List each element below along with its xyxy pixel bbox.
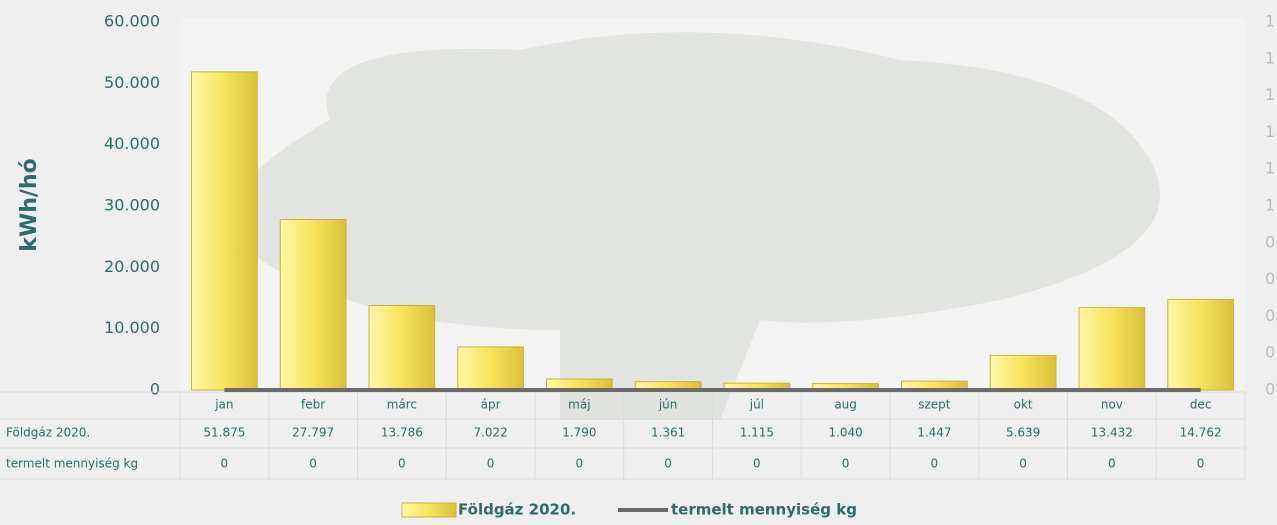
table-cell: 0 [842, 457, 850, 471]
bar [279, 219, 347, 391]
x-tick-label: máj [568, 398, 590, 412]
table-cell: 14.762 [1180, 426, 1222, 440]
table-cell: 0 [309, 457, 317, 471]
background-tree [231, 32, 1160, 420]
y2-tick-label: 0 [1265, 269, 1275, 288]
y-tick-label: 20.000 [104, 257, 160, 276]
y2-tick-label: 1 [1265, 48, 1275, 67]
table-cell: 13.432 [1091, 426, 1133, 440]
y2-tick-label: 0 [1265, 343, 1275, 362]
y-tick-label: 30.000 [104, 196, 160, 215]
table-cell: 1.790 [562, 426, 596, 440]
table-cell: 1.361 [651, 426, 685, 440]
y-tick-label: 60.000 [104, 12, 160, 31]
y2-tick-label: 1 [1265, 85, 1275, 104]
table-cell: 5.639 [1006, 426, 1040, 440]
bar [368, 304, 436, 391]
y-tick-label: 0 [150, 380, 160, 399]
x-tick-label: márc [387, 398, 417, 412]
y-axis-title: kWh/hó [17, 158, 42, 251]
y2-tick-label: 1 [1265, 12, 1275, 31]
table-cell: 0 [1108, 457, 1116, 471]
y-tick-label: 40.000 [104, 134, 160, 153]
table-cell: 0 [398, 457, 406, 471]
table-cell: 0 [1197, 457, 1205, 471]
y2-tick-label: 0 [1265, 232, 1275, 251]
x-tick-label: febr [301, 398, 325, 412]
table-cell: 0 [576, 457, 584, 471]
table-cell: 0 [931, 457, 939, 471]
table-row-header: Földgáz 2020. [6, 426, 90, 440]
table-cell: 0 [487, 457, 495, 471]
table-cell: 0 [1019, 457, 1027, 471]
table-cell: 1.040 [828, 426, 862, 440]
table-cell: 51.875 [203, 426, 245, 440]
x-tick-label: dec [1190, 398, 1212, 412]
bar [1078, 307, 1146, 391]
table-cell: 27.797 [292, 426, 334, 440]
legend-label: Földgáz 2020. [458, 501, 576, 519]
x-tick-label: ápr [481, 398, 501, 412]
legend: Földgáz 2020. termelt mennyiség kg [401, 501, 857, 519]
y2-tick-label: 0 [1265, 306, 1275, 325]
table-cell: 13.786 [381, 426, 423, 440]
x-tick-label: aug [834, 398, 857, 412]
bar [1167, 298, 1234, 391]
table-row-header: termelt mennyiség kg [6, 457, 138, 471]
y2-tick-label: 1 [1265, 196, 1275, 215]
table-cell: 0 [753, 457, 761, 471]
legend-label: termelt mennyiség kg [671, 501, 857, 519]
y-tick-label: 10.000 [104, 318, 160, 337]
table-cell: 7.022 [473, 426, 507, 440]
table-cell: 1.447 [917, 426, 951, 440]
y2-tick-label: 1 [1265, 122, 1275, 141]
table-cell: 0 [221, 457, 229, 471]
x-tick-label: szept [918, 398, 951, 412]
y2-tick-label: 0 [1265, 380, 1275, 399]
bar [191, 71, 258, 391]
x-tick-label: okt [1014, 398, 1033, 412]
table-cell: 0 [664, 457, 672, 471]
y-tick-label: 50.000 [104, 73, 160, 92]
legend-swatch [401, 502, 457, 518]
x-tick-label: nov [1101, 398, 1123, 412]
bar [989, 354, 1057, 391]
x-tick-label: jan [214, 398, 233, 412]
table-cell: 1.115 [740, 426, 774, 440]
x-tick-label: júl [749, 398, 764, 412]
bar [457, 346, 524, 391]
y2-tick-label: 1 [1265, 159, 1275, 178]
x-tick-label: jún [658, 398, 678, 412]
